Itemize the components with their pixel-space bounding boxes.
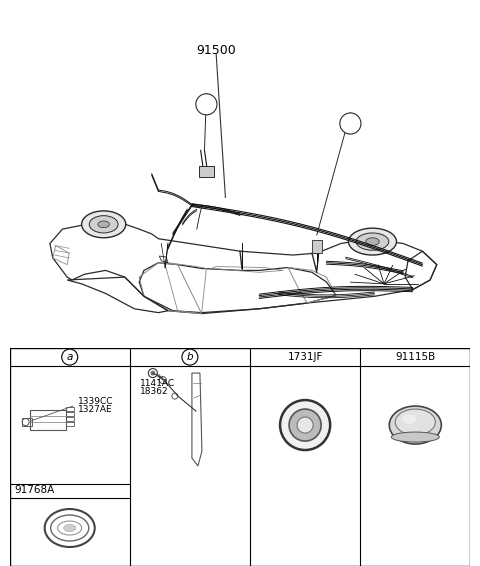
Bar [312,239,322,253]
Circle shape [151,371,155,375]
Ellipse shape [356,233,389,250]
Text: 91768A: 91768A [14,485,55,495]
Text: 1731JF: 1731JF [288,352,323,362]
Text: 91500: 91500 [196,44,236,57]
Ellipse shape [391,432,439,442]
Ellipse shape [395,409,435,435]
Circle shape [62,349,78,365]
Circle shape [297,417,313,433]
Circle shape [289,409,321,441]
Bar [66,417,74,421]
Bar [66,422,74,426]
Ellipse shape [366,238,379,246]
Text: b: b [347,118,354,128]
Bar [66,407,74,411]
Ellipse shape [98,221,109,228]
Text: 1327AE: 1327AE [78,405,112,414]
Ellipse shape [89,216,118,233]
Text: 1339CC: 1339CC [78,397,113,406]
Ellipse shape [389,406,441,444]
Bar [199,166,214,177]
Bar [66,412,74,416]
Circle shape [340,113,361,134]
Ellipse shape [402,414,416,423]
Text: b: b [187,352,193,362]
Bar [22,418,32,426]
Text: 1141AC: 1141AC [140,379,175,388]
Circle shape [196,94,217,115]
Text: 91115B: 91115B [395,352,435,362]
Ellipse shape [64,525,76,531]
Ellipse shape [348,228,396,255]
Text: a: a [67,352,73,362]
Ellipse shape [82,211,126,238]
Circle shape [182,349,198,365]
Circle shape [280,400,330,450]
Text: a: a [203,99,210,109]
Text: 18362: 18362 [140,387,168,396]
